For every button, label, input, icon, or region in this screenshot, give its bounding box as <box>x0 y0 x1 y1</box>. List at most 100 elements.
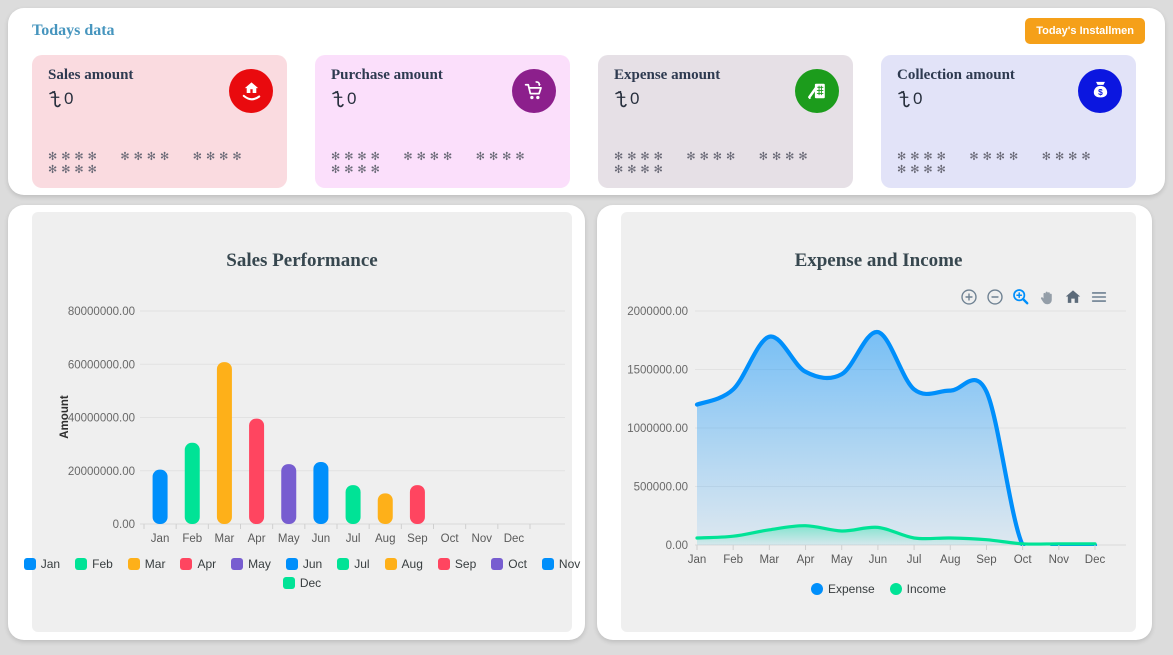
legend-item-may[interactable]: May <box>231 557 271 571</box>
legend-item-dec[interactable]: Dec <box>282 576 322 590</box>
zoom-out-icon[interactable] <box>986 288 1004 306</box>
legend-item-income[interactable]: Income <box>889 582 947 596</box>
bar-sep[interactable] <box>409 485 425 524</box>
svg-text:1000000.00: 1000000.00 <box>627 423 688 435</box>
svg-text:2000000.00: 2000000.00 <box>627 306 688 318</box>
legend-item-nov[interactable]: Nov <box>541 557 580 571</box>
svg-text:Aug: Aug <box>940 554 960 566</box>
bar-mar[interactable] <box>216 362 232 524</box>
bar-jan[interactable] <box>152 469 168 524</box>
svg-text:Mar: Mar <box>759 554 779 566</box>
svg-text:0.00: 0.00 <box>666 540 688 552</box>
card-title: Purchase amount <box>331 67 443 83</box>
legend-label: Expense <box>827 582 875 596</box>
svg-text:Amount: Amount <box>59 395 71 439</box>
legend-label: Oct <box>508 557 527 571</box>
legend-marker <box>231 558 244 570</box>
taka-currency-icon <box>332 90 344 107</box>
legend-item-jan[interactable]: Jan <box>23 557 61 571</box>
legend-label: Jan <box>40 557 61 571</box>
svg-text:Jan: Jan <box>688 554 707 566</box>
legend-label: Feb <box>92 557 113 571</box>
svg-text:Jun: Jun <box>312 533 331 545</box>
legend-row: Jan Feb Mar Apr May Jun Jul Aug Sep Oct Nov <box>23 557 580 571</box>
masked-digits: ✻✻✻✻ ✻✻✻✻ ✻✻✻✻ ✻✻✻✻ <box>897 150 1095 176</box>
bar-may[interactable] <box>281 464 297 524</box>
legend-marker <box>810 583 823 595</box>
bar-aug[interactable] <box>377 493 393 524</box>
expense-income-chart: 0.00 500000.00 1000000.00 1500000.00 2000000… <box>627 306 1126 566</box>
svg-text:Jul: Jul <box>346 533 361 545</box>
svg-text:Feb: Feb <box>182 533 202 545</box>
svg-text:500000.00: 500000.00 <box>634 482 688 494</box>
home-icon[interactable] <box>1064 288 1082 306</box>
svg-text:Apr: Apr <box>797 554 815 566</box>
svg-text:Dec: Dec <box>504 533 525 545</box>
legend-label: Income <box>906 582 947 596</box>
legend-row: Dec <box>282 576 322 590</box>
purchase-amount-card: Purchase amount 0 <box>315 55 570 188</box>
legend-item-jul[interactable]: Jul <box>337 557 370 571</box>
expense-amount-card: Expense amount 0 <box>598 55 853 188</box>
legend-marker <box>180 558 193 570</box>
legend-item-oct[interactable]: Oct <box>491 557 527 571</box>
svg-text:Nov: Nov <box>472 533 493 545</box>
svg-text:May: May <box>278 533 300 545</box>
legend-item-aug[interactable]: Aug <box>384 557 423 571</box>
svg-text:Sep: Sep <box>407 533 427 545</box>
bar-apr[interactable] <box>249 418 265 524</box>
legend-label: Apr <box>197 557 217 571</box>
card-amount: 0 <box>614 89 639 109</box>
money-bag-icon: $ <box>1093 81 1107 97</box>
svg-text:Apr: Apr <box>248 533 266 545</box>
expense-chart-title: Expense and Income <box>794 250 963 271</box>
legend-item-expense[interactable]: Expense <box>810 582 875 596</box>
legend-label: Mar <box>144 557 166 571</box>
selection-zoom-icon[interactable] <box>1012 288 1030 306</box>
legend-label: Jul <box>354 557 370 571</box>
income-line[interactable] <box>695 524 1097 546</box>
card-amount: 0 <box>897 89 922 109</box>
card-amount: 0 <box>331 89 356 109</box>
svg-text:60000000.00: 60000000.00 <box>68 359 135 371</box>
legend-label: Dec <box>299 576 322 590</box>
legend-row: Expense Income <box>810 582 947 596</box>
pan-icon[interactable] <box>1038 288 1056 306</box>
sales-performance-chart: 0.00 20000000.00 40000000.00 60000000.00 800… <box>59 306 565 545</box>
legend-label: Sep <box>454 557 477 571</box>
bar-jun[interactable] <box>313 461 329 524</box>
legend-marker <box>384 558 397 570</box>
legend-item-sep[interactable]: Sep <box>437 557 477 571</box>
sales-chart-title: Sales Performance <box>226 250 378 271</box>
masked-digits: ✻✻✻✻ ✻✻✻✻ ✻✻✻✻ ✻✻✻✻ <box>48 150 246 176</box>
bar-jul[interactable] <box>345 485 361 524</box>
legend-item-apr[interactable]: Apr <box>180 557 216 571</box>
svg-text:80000000.00: 80000000.00 <box>68 306 135 318</box>
hand-house-icon <box>242 81 260 100</box>
svg-text:Aug: Aug <box>375 533 395 545</box>
legend-item-mar[interactable]: Mar <box>127 557 166 571</box>
legend-item-jun[interactable]: Jun <box>285 557 322 571</box>
sales-chart-legend: Jan Feb Mar Apr May Jun Jul Aug Sep Oct Nov Dec <box>23 557 580 590</box>
summary-cards-row: Sales amount 0 ✻✻✻✻ ✻✻✻✻ <box>32 55 1136 188</box>
legend-label: Aug <box>401 557 423 571</box>
section-title: Todays data <box>32 22 115 39</box>
svg-text:0.00: 0.00 <box>113 519 135 531</box>
svg-text:$: $ <box>1098 87 1103 97</box>
collection-amount-card: Collection amount 0 $ ✻✻✻ <box>881 55 1136 188</box>
svg-text:20000000.00: 20000000.00 <box>68 466 135 478</box>
legend-marker <box>541 558 554 570</box>
legend-marker <box>285 558 298 570</box>
card-title: Collection amount <box>897 67 1015 83</box>
svg-text:Sep: Sep <box>976 554 996 566</box>
legend-item-feb[interactable]: Feb <box>75 557 113 571</box>
expense-chart-area: Expense and Income <box>621 212 1136 632</box>
bar-feb[interactable] <box>184 442 200 524</box>
amount-value: 0 <box>630 89 640 108</box>
zoom-in-icon[interactable] <box>960 288 978 306</box>
svg-text:40000000.00: 40000000.00 <box>68 413 135 425</box>
menu-icon[interactable] <box>1090 288 1108 306</box>
taka-currency-icon <box>898 90 910 107</box>
card-title: Sales amount <box>48 67 134 83</box>
todays-installment-button[interactable]: Today's Installmen <box>1025 18 1145 44</box>
